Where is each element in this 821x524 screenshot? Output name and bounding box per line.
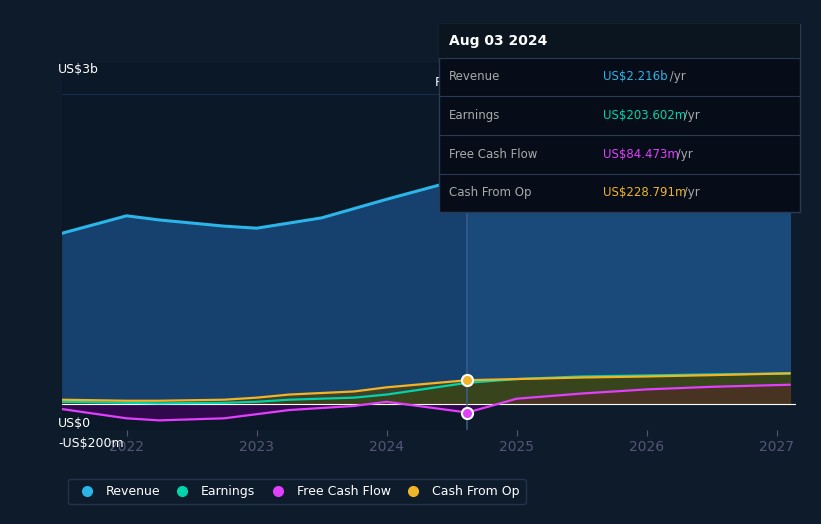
Text: -US$200m: -US$200m [58, 437, 123, 450]
Text: Past: Past [434, 75, 461, 89]
Text: Cash From Op: Cash From Op [449, 187, 531, 200]
Text: Analysts Forecasts: Analysts Forecasts [474, 75, 590, 89]
Text: /yr: /yr [681, 109, 700, 122]
Text: Free Cash Flow: Free Cash Flow [449, 148, 538, 161]
Bar [62, 63, 467, 430]
Text: US$203.602m: US$203.602m [603, 109, 686, 122]
Text: /yr: /yr [673, 148, 693, 161]
Text: Revenue: Revenue [449, 70, 501, 83]
Text: US$84.473m: US$84.473m [603, 148, 679, 161]
Text: US$3b: US$3b [58, 63, 99, 76]
Text: Earnings: Earnings [449, 109, 501, 122]
Text: Aug 03 2024: Aug 03 2024 [449, 34, 548, 48]
Text: US$0: US$0 [58, 417, 91, 430]
Text: /yr: /yr [667, 70, 686, 83]
Text: US$2.216b: US$2.216b [603, 70, 668, 83]
Text: /yr: /yr [681, 187, 700, 200]
Text: US$228.791m: US$228.791m [603, 187, 687, 200]
Legend: Revenue, Earnings, Free Cash Flow, Cash From Op: Revenue, Earnings, Free Cash Flow, Cash … [68, 478, 525, 504]
